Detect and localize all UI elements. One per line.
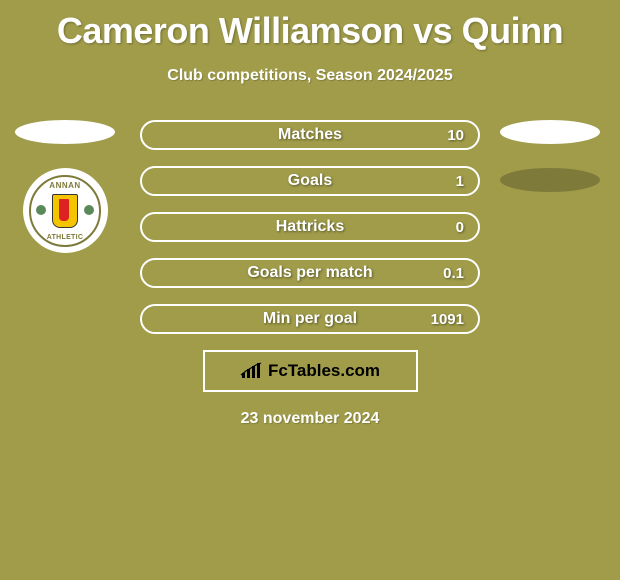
stat-bars: Matches 10 Goals 1 Hattricks 0 Goals per… [140, 120, 480, 334]
stat-value: 1 [456, 173, 464, 190]
stat-label: Matches [278, 126, 342, 144]
brand-text: FcTables.com [268, 361, 380, 381]
subtitle: Club competitions, Season 2024/2025 [0, 67, 620, 85]
club-name-top: ANNAN [49, 181, 80, 190]
stat-bar-hattricks: Hattricks 0 [140, 212, 480, 242]
player-placeholder-oval [500, 120, 600, 144]
club-badge: ANNAN ATHLETIC [23, 168, 108, 253]
stat-label: Min per goal [263, 310, 357, 328]
badge-thistle-icon [84, 205, 94, 215]
stat-label: Goals per match [247, 264, 372, 282]
page-title: Cameron Williamson vs Quinn [0, 0, 620, 52]
badge-thistle-icon [36, 205, 46, 215]
stat-bar-min-per-goal: Min per goal 1091 [140, 304, 480, 334]
comparison-content: ANNAN ATHLETIC Matches 10 Goals 1 Hattri… [0, 120, 620, 428]
date-text: 23 november 2024 [0, 410, 620, 428]
stat-bar-matches: Matches 10 [140, 120, 480, 150]
stat-value: 0.1 [443, 265, 464, 282]
brand-box: FcTables.com [203, 350, 418, 392]
club-name-bottom: ATHLETIC [47, 234, 84, 241]
club-placeholder-oval [500, 168, 600, 192]
right-player-column [490, 120, 610, 216]
stat-value: 10 [447, 127, 464, 144]
stat-bar-goals-per-match: Goals per match 0.1 [140, 258, 480, 288]
player-placeholder-oval [15, 120, 115, 144]
stat-bar-goals: Goals 1 [140, 166, 480, 196]
badge-shield-icon [52, 194, 78, 228]
bar-chart-icon [240, 362, 262, 380]
stat-value: 0 [456, 219, 464, 236]
stat-label: Hattricks [276, 218, 344, 236]
club-badge-inner: ANNAN ATHLETIC [29, 175, 101, 247]
stat-value: 1091 [431, 311, 464, 328]
left-player-column: ANNAN ATHLETIC [10, 120, 120, 253]
stat-label: Goals [288, 172, 332, 190]
